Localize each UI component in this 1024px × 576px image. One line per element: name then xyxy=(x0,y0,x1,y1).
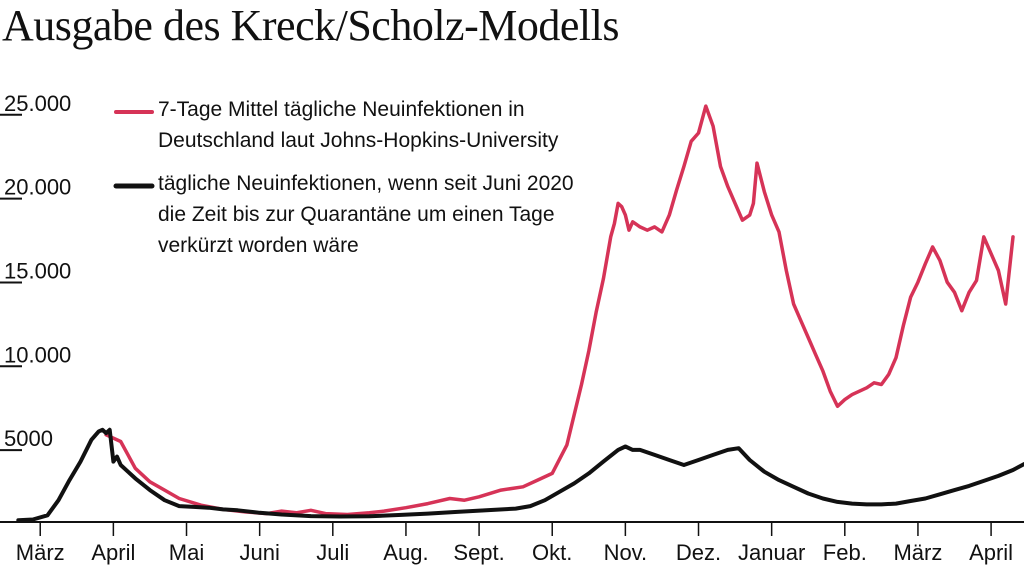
legend-label: die Zeit bis zur Quarantäne um einen Tag… xyxy=(158,203,555,226)
legend-label: verkürzt worden wäre xyxy=(158,234,359,257)
x-tick-label: Juli xyxy=(316,540,349,565)
x-tick-label: März xyxy=(16,540,65,565)
y-tick-label: 25.000 xyxy=(4,91,71,116)
x-tick-label: Mai xyxy=(169,540,204,565)
x-tick-label: Okt. xyxy=(532,540,572,565)
y-tick-label: 20.000 xyxy=(4,175,71,200)
x-tick-label: Dez. xyxy=(676,540,721,565)
x-tick-label: Feb. xyxy=(823,540,867,565)
x-tick-label: Aug. xyxy=(383,540,428,565)
x-tick-label: März xyxy=(893,540,942,565)
y-tick-label: 15.000 xyxy=(4,258,71,283)
x-tick-label: Juni xyxy=(239,540,279,565)
y-axis: 25.000 20.000 15.000 10.000 5000 xyxy=(0,91,71,452)
y-tick-label: 5000 xyxy=(4,426,53,451)
series-line-model xyxy=(16,427,1024,523)
series-lines xyxy=(16,104,1024,523)
x-tick-label: Sept. xyxy=(453,540,504,565)
chart-title: Ausgabe des Kreck/Scholz-Modells xyxy=(2,1,619,50)
x-tick-label: Nov. xyxy=(604,540,648,565)
x-tick-label: April xyxy=(969,540,1013,565)
x-axis: März April Mai Juni Juli Aug. Sept. Okt. Nov. Dez… xyxy=(0,521,1024,565)
x-tick-label: April xyxy=(91,540,135,565)
legend-label: Deutschland laut Johns-Hopkins-Universit… xyxy=(158,129,559,152)
y-tick-label: 10.000 xyxy=(4,342,71,367)
legend-label: tägliche Neuinfektionen, wenn seit Juni … xyxy=(158,172,574,195)
legend: 7-Tage Mittel tägliche Neuinfektionen in… xyxy=(113,98,574,257)
x-tick-label: Januar xyxy=(738,540,805,565)
series-line-jhu xyxy=(104,104,1015,517)
legend-label: 7-Tage Mittel tägliche Neuinfektionen in xyxy=(158,98,525,121)
